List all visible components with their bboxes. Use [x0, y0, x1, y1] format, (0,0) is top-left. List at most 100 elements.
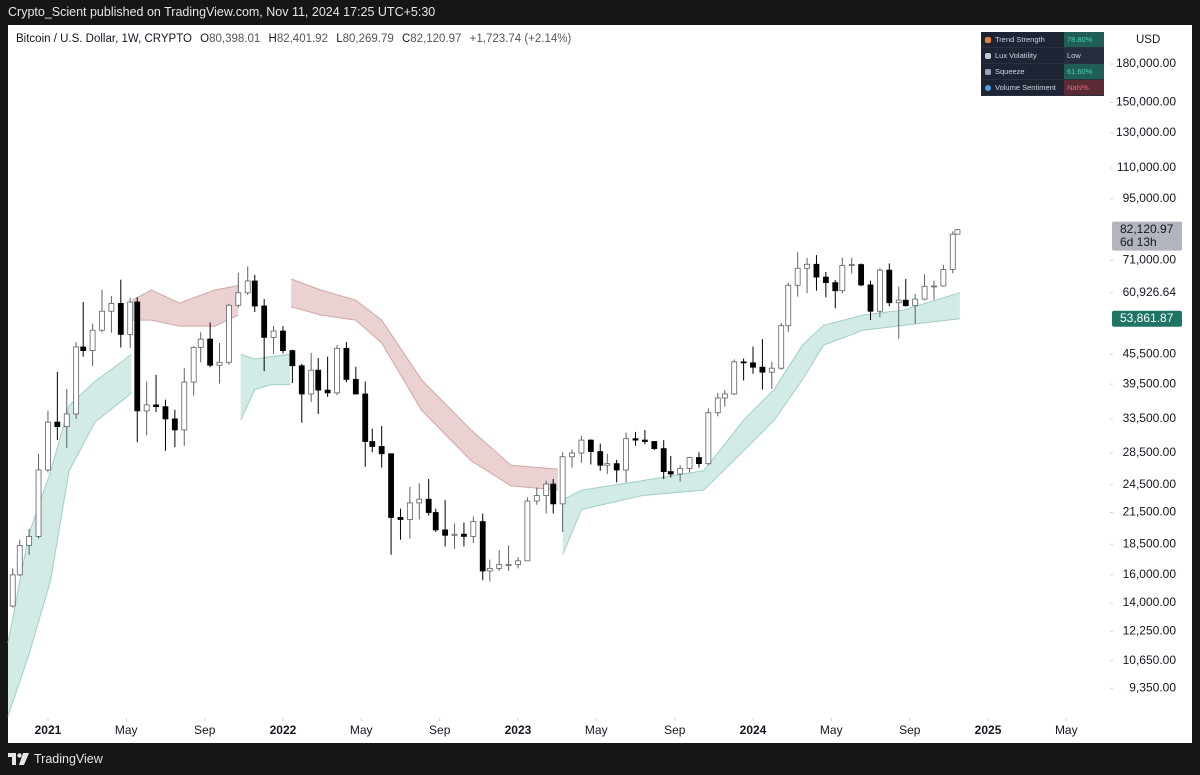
candle-body: [949, 233, 956, 270]
band-lower: [7, 391, 132, 717]
candle-body: [686, 457, 693, 469]
candle-body: [867, 284, 874, 312]
y-tick-label: 12,250.00: [1123, 623, 1177, 637]
candle-body: [35, 469, 42, 537]
candle-body: [641, 439, 648, 442]
x-tick-label: May: [585, 723, 608, 737]
candle-body: [785, 284, 792, 327]
candle-body: [26, 535, 33, 546]
indicator-row: Lux Volatility Low: [981, 48, 1104, 64]
candle-body: [886, 269, 893, 304]
candle-body: [839, 265, 846, 292]
candle-body: [190, 347, 197, 383]
candle-body: [244, 280, 251, 294]
ohlc-key: O: [200, 33, 210, 45]
candle-body: [378, 446, 385, 455]
x-tick-label: 2024: [740, 723, 767, 737]
candle-body: [289, 350, 296, 367]
candle-body: [550, 483, 557, 505]
candle-body: [308, 369, 315, 395]
indicator-label-cell: Volume Sentiment: [981, 80, 1064, 95]
y-tick-label: 71,000.00: [1123, 253, 1177, 267]
candle-body: [804, 263, 810, 269]
y-tick-label: 21,500.00: [1123, 505, 1177, 519]
candle-body: [171, 418, 178, 431]
candle-body: [940, 269, 947, 287]
indicator-value: 61.60%: [1064, 64, 1104, 79]
y-tick-label: 28,500.00: [1123, 445, 1177, 459]
band-upper: [562, 292, 960, 501]
candle-body: [505, 564, 512, 566]
candle-body: [832, 282, 839, 292]
y-tick-label: 45,500.00: [1123, 346, 1177, 360]
candle-body: [813, 263, 820, 278]
x-tick-label: 2025: [975, 723, 1002, 737]
icon: [985, 69, 991, 75]
candle-body: [569, 452, 575, 458]
price-tag-countdown: 6d 13h: [1120, 235, 1157, 249]
candle-body: [80, 346, 87, 352]
candle-body: [496, 564, 503, 569]
symbol-legend: Bitcoin / U.S. Dollar, 1W, CRYPTO O80,39…: [16, 33, 571, 45]
indicator-row: Volume Sentiment NaN%: [981, 80, 1104, 96]
candle-body: [623, 438, 629, 471]
candle-body: [63, 413, 70, 428]
candle-body: [16, 544, 23, 576]
candle-body: [261, 305, 268, 338]
band-lower: [291, 306, 558, 491]
ohlc-key: C: [401, 33, 411, 45]
indicator-value: Low: [1064, 48, 1104, 63]
band-lower: [240, 384, 291, 421]
candle-body: [334, 347, 340, 394]
candle-body: [543, 483, 550, 496]
candle-body: [895, 299, 902, 304]
candle-body: [388, 453, 394, 518]
publish-header: Crypto_Scient published on TradingView.c…: [8, 5, 436, 19]
candle-body: [848, 264, 855, 266]
indicator-label: Squeeze: [995, 67, 1025, 76]
candle-body: [197, 338, 204, 348]
x-tick-label: May: [820, 723, 843, 737]
ohlc-value: 80,269.79: [342, 33, 394, 45]
indicator-label: Trend Strength: [995, 35, 1045, 44]
candle-body: [461, 533, 467, 537]
candle-body: [127, 301, 134, 335]
candle-body: [143, 404, 150, 412]
candle-body: [397, 517, 404, 520]
indicator-row: Trend Strength 78.80%: [981, 32, 1104, 48]
candle-body: [696, 457, 702, 465]
candle-body: [651, 441, 658, 450]
candle-body: [153, 404, 159, 408]
candle-body: [750, 362, 756, 368]
candle-body: [181, 381, 188, 431]
candle-body: [406, 502, 413, 520]
candle-body: [270, 330, 277, 338]
indicator-label: Lux Volatility: [995, 51, 1037, 60]
band-lower: [562, 318, 960, 555]
y-tick-label: 18,500.00: [1123, 536, 1177, 550]
candle-body: [822, 276, 829, 284]
y-tick-label: 110,000.00: [1117, 160, 1176, 174]
logo-part: [19, 753, 29, 765]
candle-body: [714, 397, 721, 414]
band-area: [8, 354, 132, 716]
ohlc-value: 80,398.01: [209, 33, 261, 45]
candle-body: [877, 269, 883, 312]
ohlc-key: L: [336, 33, 343, 45]
indicator-label-cell: Trend Strength: [981, 32, 1064, 47]
x-tick-label: 2021: [35, 723, 62, 737]
x-tick-label: May: [350, 723, 373, 737]
candle-body: [613, 463, 620, 471]
price-tag: [1112, 221, 1182, 251]
candle-body: [207, 338, 214, 366]
x-tick-label: Sep: [664, 723, 686, 737]
logo-part: [17, 753, 22, 758]
band-area: [291, 279, 558, 491]
band-area: [132, 285, 239, 327]
candle-body: [954, 229, 961, 235]
candle-body: [677, 467, 684, 475]
candle-body: [226, 304, 232, 363]
indicator-label-cell: Squeeze: [981, 64, 1064, 79]
candle-body: [134, 301, 141, 412]
